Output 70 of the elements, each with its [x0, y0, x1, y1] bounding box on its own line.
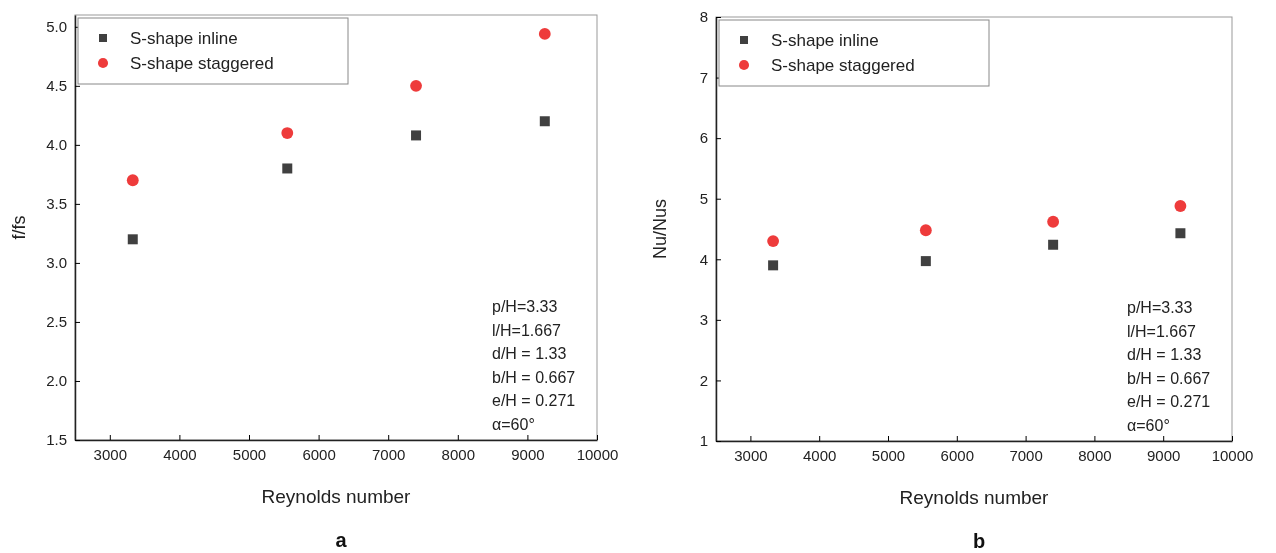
- point: [538, 27, 551, 40]
- annotation: d/H = 1.33: [1127, 346, 1202, 363]
- annotation: b/H = 0.667: [492, 368, 576, 386]
- annotation: b/H = 0.667: [1127, 369, 1211, 387]
- annotation: l/H=1.667: [1127, 322, 1197, 340]
- y-tick-label: 4.0: [46, 136, 67, 154]
- x-tick-label: 5000: [232, 445, 267, 463]
- y-tick-label: 1: [699, 432, 708, 450]
- x-tick-label: 6000: [302, 445, 336, 463]
- x-tick-label: 7000: [1009, 446, 1043, 464]
- annotation: α=60°: [1127, 416, 1170, 434]
- y-tick-label: 2: [699, 371, 708, 389]
- x-tick-label: 4000: [803, 446, 837, 464]
- y-tick-label: 2.0: [46, 372, 67, 390]
- x-tick-label: 10000: [576, 445, 619, 463]
- point: [1047, 215, 1060, 228]
- y-tick-label: 2.5: [46, 313, 67, 331]
- legend-label: S-shape inline: [771, 31, 879, 50]
- point: [919, 224, 932, 237]
- point: [281, 127, 294, 139]
- legend-label: S-shape inline: [130, 29, 238, 48]
- y-tick-label: 1.5: [46, 431, 67, 449]
- x-tick-label: 8000: [1078, 446, 1112, 464]
- annotation: p/H=3.33: [492, 298, 558, 315]
- point: [126, 174, 139, 187]
- annotation: e/H = 0.271: [492, 392, 576, 409]
- annotation: p/H=3.33: [1127, 299, 1193, 316]
- x-tick-label: 5000: [871, 446, 906, 464]
- annotation: α=60°: [492, 415, 535, 433]
- x-tick-label: 3000: [734, 446, 768, 464]
- point: [1175, 228, 1186, 239]
- text: b: [972, 530, 986, 552]
- y-tick-label: 8: [699, 8, 708, 26]
- legend-label: S-shape staggered: [130, 54, 274, 73]
- point: [410, 79, 422, 92]
- y-axis-title: Nu/Nus: [650, 198, 670, 260]
- x-tick-label: 9000: [1147, 446, 1181, 464]
- y-tick-label: 3.5: [46, 195, 67, 213]
- x-tick-label: 6000: [940, 446, 974, 464]
- x-axis-title: Reynolds number: [261, 486, 412, 507]
- annotation: d/H = 1.33: [492, 345, 567, 362]
- x-tick-label: 7000: [372, 445, 406, 463]
- x-tick-label: 3000: [93, 445, 127, 463]
- point: [767, 235, 780, 248]
- point: [1174, 200, 1187, 212]
- y-axis-title: f/fs: [9, 215, 29, 240]
- point: [282, 163, 293, 174]
- x-tick-label: 9000: [511, 445, 545, 463]
- point: [539, 116, 550, 127]
- y-tick-label: 4.5: [46, 77, 67, 95]
- point: [768, 260, 779, 271]
- y-tick-label: 3: [699, 311, 708, 329]
- y-tick-label: 4: [699, 250, 708, 268]
- legend-label: S-shape staggered: [771, 56, 915, 75]
- point: [411, 130, 422, 141]
- y-tick-label: 5.0: [46, 18, 67, 36]
- y-tick-label: 7: [699, 68, 708, 86]
- annotation: e/H = 0.271: [1127, 393, 1211, 410]
- point: [920, 256, 931, 267]
- x-tick-label: 8000: [441, 445, 475, 463]
- text: a: [335, 529, 348, 551]
- x-axis-title: Reynolds number: [899, 487, 1050, 508]
- x-tick-label: 10000: [1211, 446, 1254, 464]
- y-tick-label: 5: [699, 190, 708, 208]
- y-tick-label: 6: [699, 129, 708, 147]
- point: [127, 234, 138, 245]
- y-tick-label: 3.0: [46, 254, 67, 272]
- annotation: l/H=1.667: [492, 321, 562, 339]
- x-tick-label: 4000: [163, 445, 197, 463]
- point: [1048, 239, 1059, 250]
